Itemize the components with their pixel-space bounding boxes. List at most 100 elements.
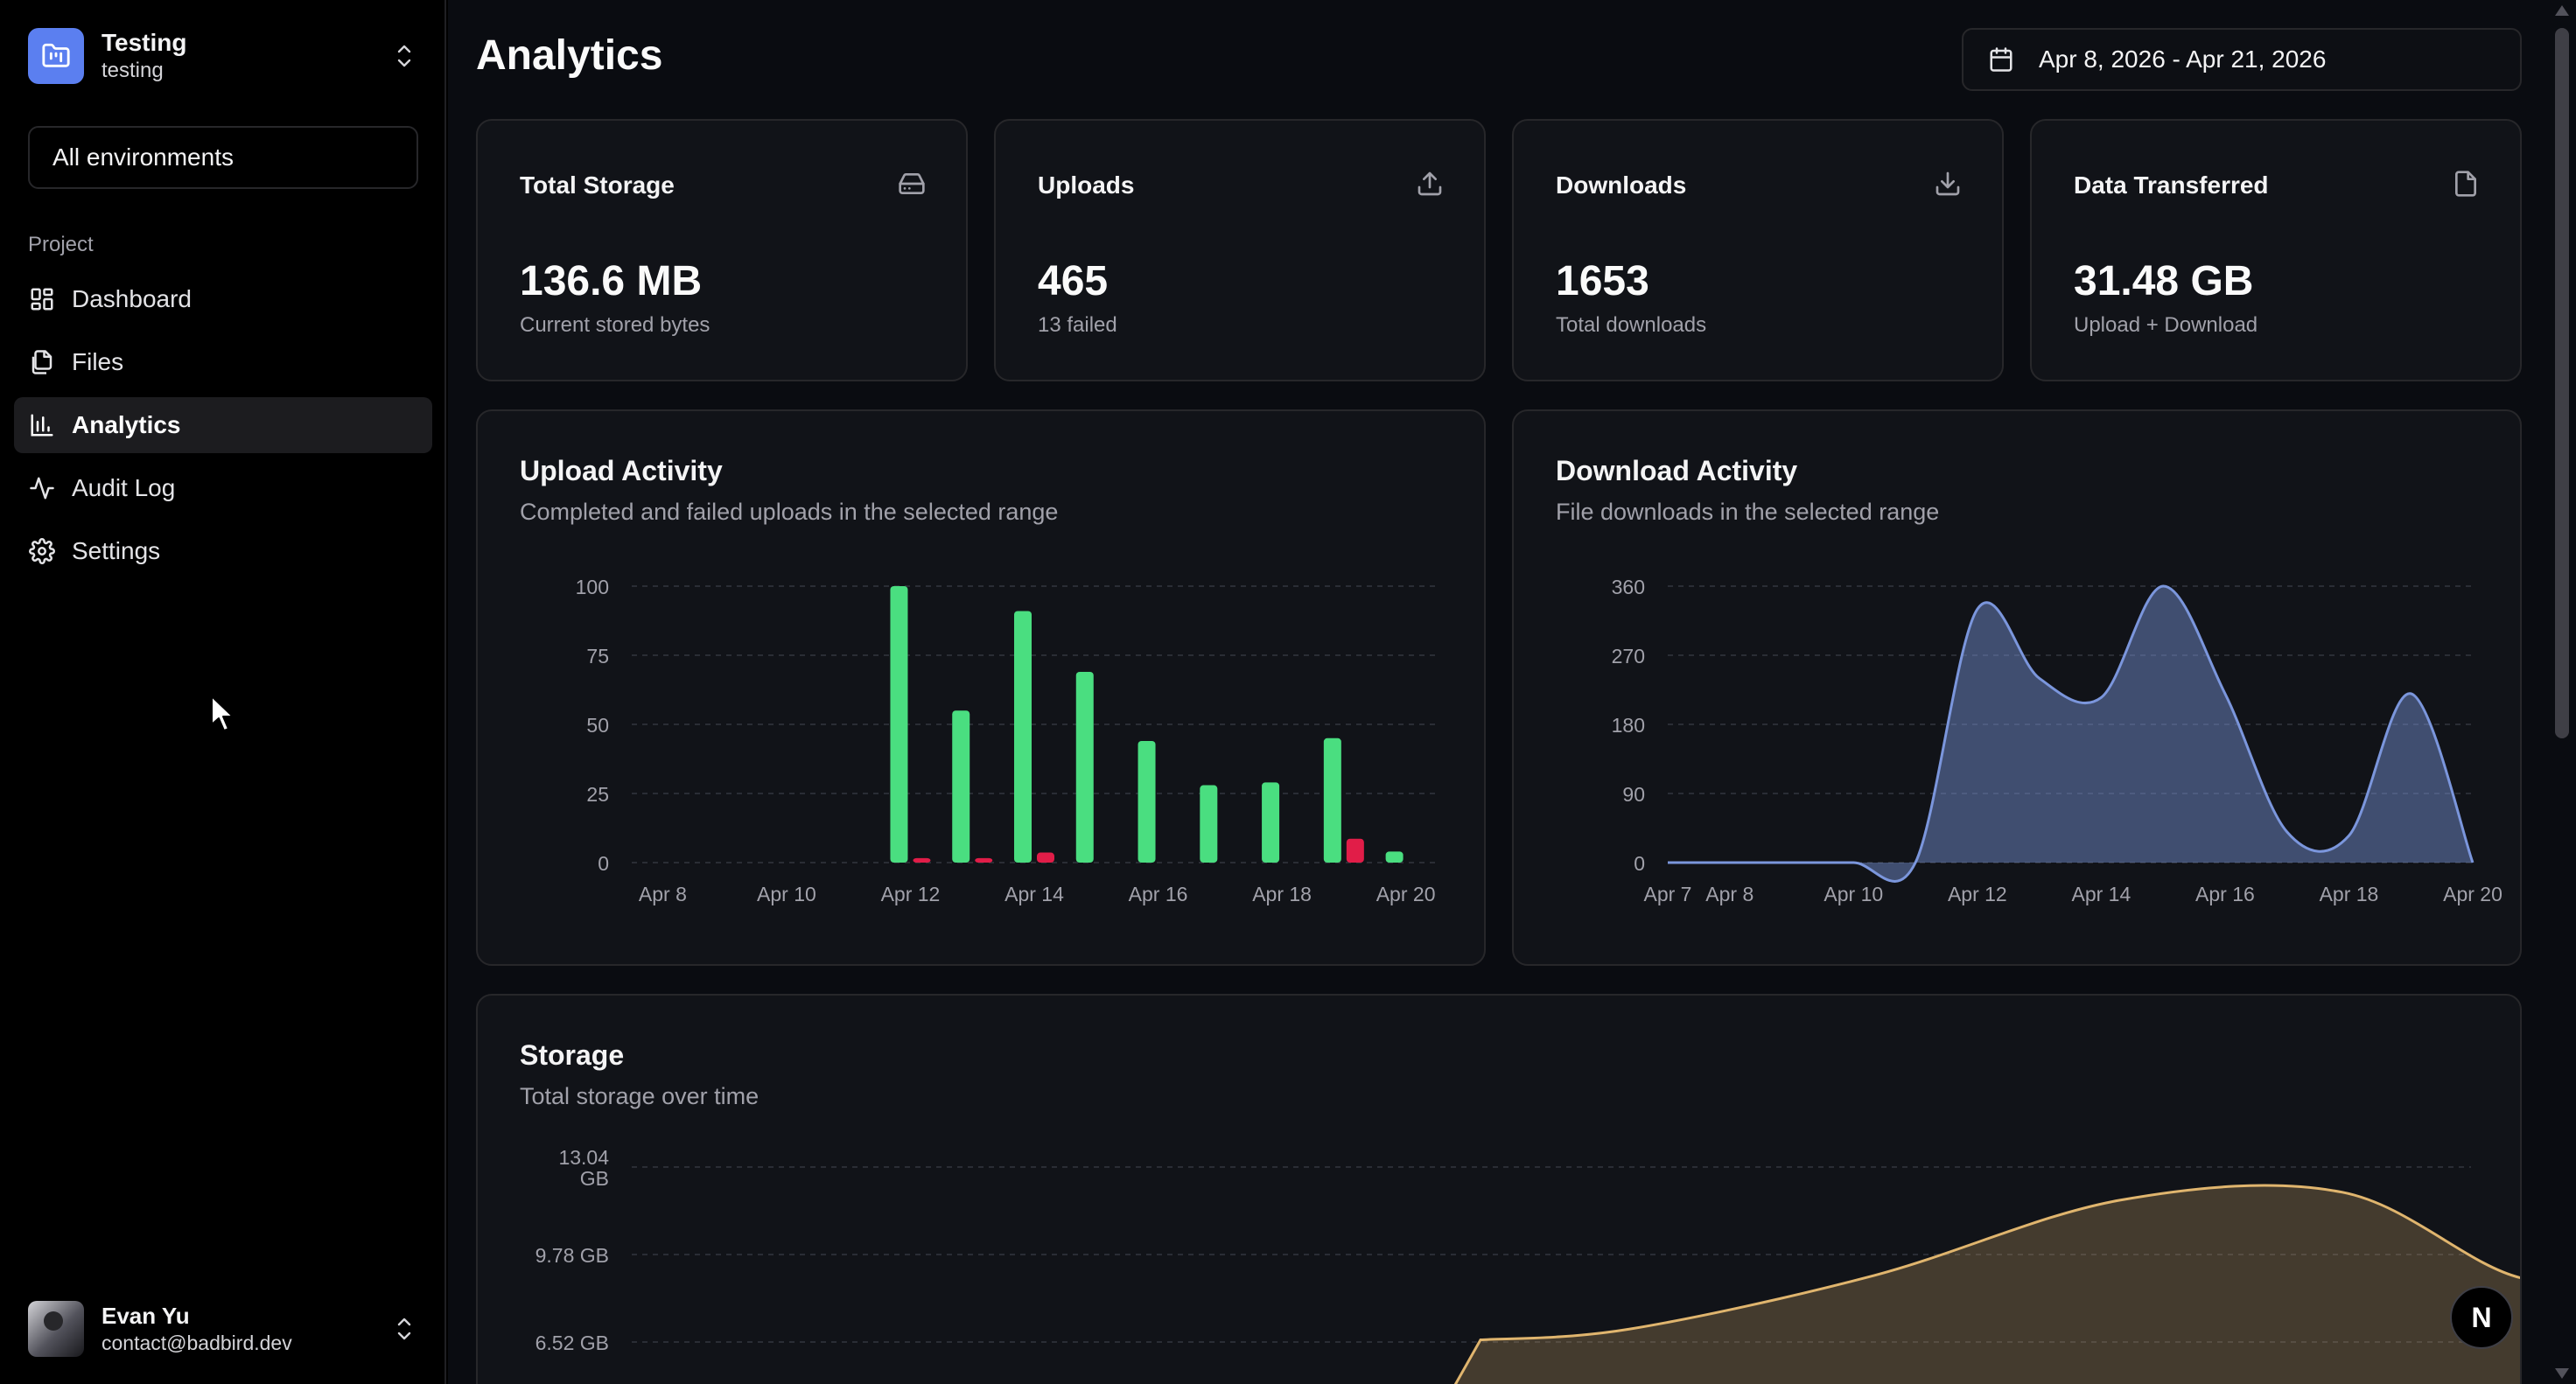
dashboard-icon (28, 285, 56, 313)
stat-subtext: Current stored bytes (520, 313, 710, 337)
file-icon (2452, 170, 2480, 202)
mouse-cursor-icon (210, 695, 236, 737)
chart-title: Download Activity (1556, 455, 1798, 486)
workspace-switcher[interactable]: Testing testing (28, 26, 418, 86)
storage-area (1455, 1185, 2520, 1384)
bar-chart-icon (28, 411, 56, 439)
stat-subtext: Upload + Download (2074, 313, 2258, 337)
upload-icon (1416, 170, 1444, 202)
sidebar-item-analytics[interactable]: Analytics (14, 397, 432, 453)
storage-line (1453, 1184, 2520, 1384)
stat-value: 136.6 MB (520, 258, 703, 304)
stat-title: Total Storage (520, 171, 675, 199)
x-tick-label: Apr 12 (1948, 883, 2007, 905)
sidebar-item-dashboard[interactable]: Dashboard (14, 271, 432, 327)
scroll-down-icon[interactable] (2555, 1368, 2569, 1379)
chart-subtitle: Completed and failed uploads in the sele… (520, 499, 1059, 525)
failed-bar (975, 857, 993, 863)
y-tick-label: 75 (586, 645, 609, 668)
stat-value: 1653 (1556, 258, 1649, 304)
nav-section-label: Project (28, 233, 94, 256)
sidebar-item-label: Files (72, 348, 124, 375)
completed-bar (1323, 737, 1341, 863)
x-tick-label: Apr 16 (1129, 883, 1188, 905)
date-range-picker[interactable]: Apr 8, 2026 - Apr 21, 2026 (1962, 28, 2522, 91)
download-activity-card: Download Activity File downloads in the … (1512, 409, 2522, 966)
stat-card-downloads: Downloads 1653 Total downloads (1512, 119, 2004, 381)
x-tick-label: Apr 12 (881, 883, 941, 905)
calendar-icon (1988, 46, 2014, 73)
x-tick-label: Apr 16 (2195, 883, 2255, 905)
stat-value: 31.48 GB (2074, 258, 2254, 304)
y-tick-label: 360 (1612, 576, 1645, 598)
sidebar-item-label: Audit Log (72, 474, 176, 501)
x-tick-label: Apr 14 (2072, 883, 2132, 905)
stat-value: 465 (1038, 258, 1109, 304)
next-dev-badge[interactable]: N (2450, 1286, 2513, 1349)
hard-drive-icon (898, 170, 926, 202)
workspace-slug: testing (102, 59, 164, 82)
user-email: contact@badbird.dev (102, 1332, 292, 1354)
x-tick-label: Apr 20 (2443, 883, 2502, 905)
chart-subtitle: File downloads in the selected range (1556, 499, 1940, 525)
x-tick-label: Apr 8 (1705, 883, 1754, 905)
gear-icon (28, 537, 56, 565)
scrollbar-thumb[interactable] (2555, 28, 2569, 738)
sidebar-nav: Dashboard Files Analytics Audit Log Sett… (14, 271, 432, 586)
download-line (1667, 584, 2474, 883)
sidebar-item-files[interactable]: Files (14, 334, 432, 390)
completed-bar (890, 586, 908, 863)
upload-activity-card: Upload Activity Completed and failed upl… (476, 409, 1486, 966)
failed-bar (1346, 838, 1364, 863)
upload-activity-chart: 0 25 50 75 100 Apr 8 Apr 10 Apr 12 Apr 14 Apr 16 A… (576, 576, 1437, 905)
stat-title: Data Transferred (2074, 171, 2269, 199)
x-tick-label: Apr 10 (1824, 883, 1883, 905)
completed-bar (1138, 740, 1156, 863)
failed-bar (1037, 852, 1054, 863)
activity-icon (28, 474, 56, 502)
y-tick-label: 25 (586, 783, 609, 806)
chart-title: Upload Activity (520, 455, 723, 486)
sidebar-item-label: Analytics (72, 411, 181, 438)
completed-bar (1385, 851, 1404, 863)
environment-select[interactable]: All environments (28, 126, 418, 189)
stat-card-total-storage: Total Storage 136.6 MB Current stored by… (476, 119, 968, 381)
y-tick-label: 50 (586, 714, 609, 737)
x-tick-label: Apr 8 (639, 883, 687, 905)
chart-subtitle: Total storage over time (520, 1083, 760, 1109)
stat-card-uploads: Uploads 465 13 failed (994, 119, 1486, 381)
completed-bar (1075, 671, 1094, 863)
workspace-logo-icon (28, 28, 84, 84)
y-tick-label: 6.52 GB (536, 1332, 609, 1354)
sidebar-item-audit-log[interactable]: Audit Log (14, 460, 432, 516)
sidebar-item-settings[interactable]: Settings (14, 523, 432, 579)
download-activity-chart: 0 90 180 270 360 Apr 7 Apr 8 Apr 10 Apr 12 Apr 14… (1612, 576, 2502, 905)
stat-title: Downloads (1556, 171, 1687, 199)
sidebar-item-label: Settings (72, 537, 161, 564)
date-range-label: Apr 8, 2026 - Apr 21, 2026 (2039, 45, 2327, 73)
stat-subtext: Total downloads (1556, 313, 1707, 337)
x-tick-label: Apr 20 (1376, 883, 1436, 905)
y-tick-label: 9.78 GB (536, 1244, 609, 1267)
chevrons-up-down-icon (390, 38, 418, 73)
scroll-up-icon[interactable] (2555, 5, 2569, 16)
completed-bar (1200, 785, 1218, 863)
user-name: Evan Yu (102, 1303, 190, 1329)
user-menu[interactable]: Evan Yu contact@badbird.dev (28, 1298, 418, 1360)
y-tick-label: 270 (1612, 645, 1645, 668)
chevrons-up-down-icon (390, 1311, 418, 1346)
y-tick-label: 0 (1634, 852, 1645, 875)
workspace-name: Testing (102, 29, 187, 56)
page-title: Analytics (476, 32, 663, 79)
files-icon (28, 348, 56, 376)
main-content: Analytics Apr 8, 2026 - Apr 21, 2026 Tot… (448, 0, 2548, 1384)
storage-chart: 6.52 GB 9.78 GB 13.04 GB (536, 1146, 2520, 1384)
y-tick-label: 90 (1622, 783, 1645, 806)
x-tick-label: Apr 18 (1252, 883, 1312, 905)
stat-subtext: 13 failed (1038, 313, 1117, 337)
scrollbar[interactable] (2548, 0, 2576, 1384)
download-icon (1934, 170, 1962, 202)
x-tick-label: Apr 10 (757, 883, 816, 905)
stat-card-data-transferred: Data Transferred 31.48 GB Upload + Downl… (2030, 119, 2522, 381)
x-tick-label: Apr 14 (1004, 883, 1064, 905)
